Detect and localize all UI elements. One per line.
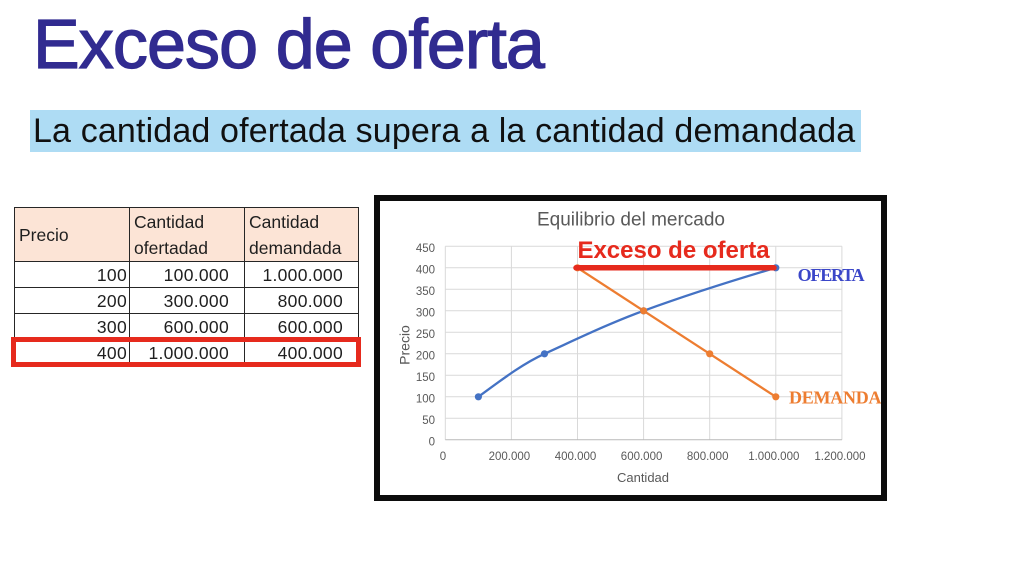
svg-text:200.000: 200.000 (489, 451, 531, 463)
svg-text:400.000: 400.000 (555, 451, 597, 463)
svg-text:250: 250 (416, 329, 435, 341)
svg-text:200: 200 (416, 350, 435, 362)
svg-text:DEMANDA: DEMANDA (789, 387, 881, 407)
svg-text:800.000: 800.000 (687, 451, 729, 463)
svg-text:1.000.000: 1.000.000 (748, 451, 799, 463)
svg-text:Equilibrio del mercado: Equilibrio del mercado (537, 210, 725, 231)
svg-text:0: 0 (429, 436, 435, 448)
svg-text:150: 150 (416, 372, 435, 384)
svg-text:300: 300 (416, 307, 435, 319)
svg-text:OFERTA: OFERTA (798, 265, 865, 285)
svg-text:450: 450 (416, 243, 435, 255)
svg-text:600.000: 600.000 (621, 451, 663, 463)
svg-text:350: 350 (416, 286, 435, 298)
svg-text:Exceso de oferta: Exceso de oferta (577, 237, 770, 264)
svg-text:50: 50 (422, 415, 435, 427)
svg-text:400: 400 (416, 264, 435, 276)
svg-text:0: 0 (440, 451, 446, 463)
svg-text:Cantidad: Cantidad (617, 470, 669, 485)
svg-text:100: 100 (416, 393, 435, 405)
svg-text:Precio: Precio (397, 325, 413, 365)
svg-text:1.200.000: 1.200.000 (814, 451, 865, 463)
